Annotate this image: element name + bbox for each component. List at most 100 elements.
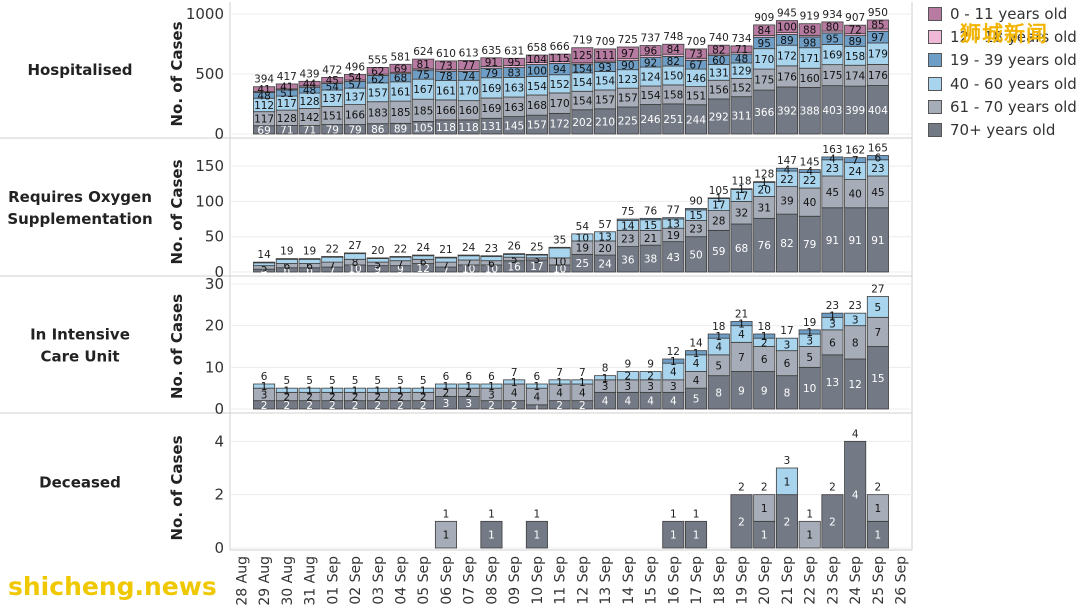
data-label: 1 (488, 381, 495, 393)
data-label: 1 (534, 530, 541, 542)
legend-label: 61 - 70 years old (950, 97, 1077, 116)
bar-segment (457, 60, 480, 71)
data-label: 6 (875, 153, 882, 165)
data-label: 4 (261, 266, 268, 278)
data-label: 2 (556, 400, 563, 412)
data-label: 2 (329, 392, 336, 404)
data-label: 169 (822, 50, 842, 62)
data-label: 9 (374, 264, 381, 276)
data-label: 118 (436, 122, 456, 134)
data-label: 12 (848, 379, 861, 391)
data-label: 1 (875, 530, 882, 542)
data-label: 41 (280, 81, 293, 93)
data-label: 124 (641, 72, 661, 84)
data-label: 174 (845, 71, 865, 83)
data-label: 1 (738, 184, 745, 196)
total-label: 90 (689, 195, 702, 207)
data-label: 170 (754, 54, 774, 66)
total-label: 5 (374, 375, 381, 387)
total-label: 22 (394, 243, 407, 255)
data-label: 90 (621, 60, 634, 72)
data-label: 4 (829, 153, 836, 165)
data-label: 1 (579, 377, 586, 389)
bar-segment (412, 254, 435, 257)
data-label: 3 (852, 314, 859, 326)
data-label: 2 (465, 387, 472, 399)
data-label: 95 (507, 57, 520, 69)
data-label: 24 (848, 166, 862, 178)
bar-segment (457, 255, 480, 261)
total-label: 748 (663, 31, 683, 43)
legend-item[interactable]: 12 - 18 years old (928, 25, 1080, 48)
data-label: 157 (527, 120, 547, 132)
data-label: 1 (443, 530, 450, 542)
total-label: 1 (443, 508, 450, 520)
data-label: 75 (417, 70, 430, 82)
data-label: 6 (306, 261, 313, 273)
data-label: 95 (758, 38, 771, 50)
data-label: 179 (868, 49, 888, 61)
data-label: 12 (417, 263, 430, 275)
y-axis-title: No. of Cases (168, 435, 186, 540)
x-tick-label: 26 Sep (894, 556, 910, 605)
bar-segment (366, 387, 389, 393)
x-tick-label: 14 Sep (621, 556, 637, 605)
total-label: 5 (306, 375, 313, 387)
bar-segment (525, 253, 548, 256)
bar-segment (275, 258, 298, 260)
data-label: 105 (413, 123, 433, 135)
x-tick-label: 18 Sep (712, 556, 728, 605)
total-label: 734 (731, 33, 751, 45)
bar-segment (685, 48, 708, 59)
total-label: 2 (761, 482, 768, 494)
bar-segment (594, 48, 617, 62)
bar-segment (503, 253, 526, 258)
legend-item[interactable]: 19 - 39 years old (928, 49, 1080, 72)
legend-item[interactable]: 0 - 11 years old (928, 2, 1080, 25)
total-label: 54 (576, 221, 590, 233)
data-label: 67 (689, 60, 702, 72)
data-label: 2 (647, 371, 654, 383)
total-label: 719 (572, 35, 592, 47)
x-tick-label: 25 Sep (871, 556, 887, 605)
total-label: 19 (303, 246, 316, 258)
data-label: 151 (686, 91, 706, 103)
watermark-bottom: shicheng.news (8, 572, 217, 601)
data-label: 54 (348, 72, 362, 84)
data-label: 1 (534, 402, 541, 414)
bar-segment (434, 383, 457, 389)
bar-segment (821, 21, 844, 32)
total-label: 709 (686, 36, 706, 48)
bar-segment (366, 258, 389, 263)
bar-segment (434, 520, 457, 549)
data-label: 20 (758, 184, 771, 196)
total-label: 23 (485, 243, 498, 255)
bar-segment (412, 387, 435, 393)
bar-segment (253, 86, 276, 93)
total-label: 394 (254, 74, 274, 86)
bar-segment (798, 23, 821, 36)
data-label: 4 (806, 166, 813, 178)
data-label: 1 (261, 381, 268, 393)
legend-item[interactable]: 40 - 60 years old (928, 72, 1080, 95)
total-label: 417 (277, 71, 297, 83)
data-label: 4 (715, 342, 722, 354)
total-label: 19 (803, 317, 816, 329)
total-label: 1 (534, 508, 541, 520)
total-label: 740 (709, 32, 729, 44)
bar-segment (503, 57, 526, 66)
legend-item[interactable]: 61 - 70 years old (928, 95, 1080, 118)
legend-item[interactable]: 70+ years old (928, 118, 1080, 141)
data-label: 1 (534, 381, 541, 393)
data-label: 3 (602, 381, 609, 393)
data-label: 20 (598, 243, 611, 255)
data-label: 23 (826, 163, 839, 175)
x-tick-label: 19 Sep (735, 556, 751, 605)
data-label: 150 (663, 70, 683, 82)
bar-segment (548, 246, 571, 249)
data-label: 3 (443, 398, 450, 410)
data-label: 169 (481, 83, 501, 95)
data-label: 157 (618, 93, 638, 105)
data-label: 2 (397, 400, 404, 412)
y-axis-title: No. of Cases (168, 294, 186, 399)
